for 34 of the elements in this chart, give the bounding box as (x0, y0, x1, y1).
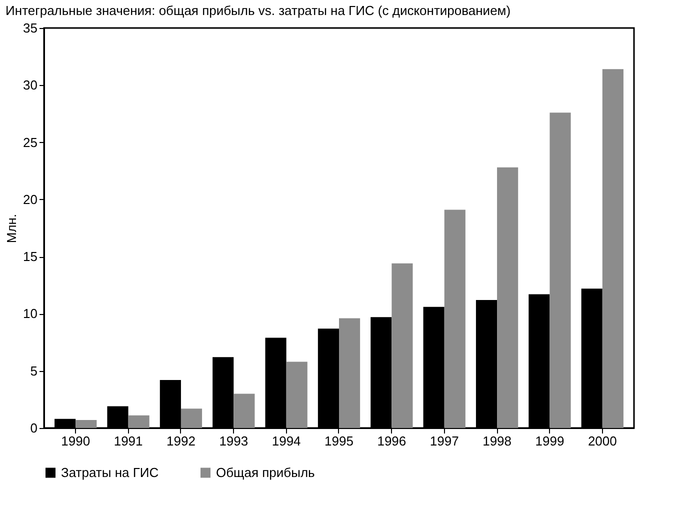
legend-label: Затраты на ГИС (61, 464, 159, 480)
y-axis-title: Млн. (4, 214, 20, 244)
y-tick-label: 10 (23, 306, 38, 322)
y-tick-label: 15 (23, 249, 38, 264)
x-tick-label: 1992 (166, 434, 196, 448)
bar (602, 69, 624, 428)
bar (128, 415, 150, 428)
bar (76, 420, 97, 428)
y-tick-label: 25 (23, 134, 38, 150)
y-tick-label: 5 (30, 363, 38, 378)
x-tick-label: 1995 (324, 434, 354, 448)
y-tick-label: 35 (23, 20, 38, 36)
y-tick-label: 30 (23, 78, 38, 93)
legend-label: Общая прибыль (216, 464, 316, 480)
x-tick-label: 1993 (219, 434, 248, 448)
y-tick-label: 20 (23, 192, 38, 207)
x-tick-label: 1990 (61, 434, 90, 448)
bar (550, 112, 571, 428)
x-tick-label: 1999 (535, 434, 564, 448)
x-tick-label: 1996 (377, 434, 406, 448)
y-tick-label: 0 (30, 420, 38, 436)
bar (444, 210, 466, 428)
bar (180, 408, 202, 428)
chart-title: Интегральные значения: общая прибыль vs. затраты на ГИС (с дисконтированием) (6, 3, 511, 18)
bar (286, 362, 308, 428)
bar (392, 263, 413, 428)
x-tick-label: 1997 (430, 434, 459, 448)
x-tick-label: 1994 (272, 434, 301, 448)
x-tick-label: 2000 (588, 434, 617, 448)
x-tick-label: 1991 (114, 434, 143, 448)
x-tick-label: 1998 (482, 434, 512, 448)
bar (497, 167, 518, 428)
bar (339, 318, 360, 428)
bar (234, 394, 255, 428)
